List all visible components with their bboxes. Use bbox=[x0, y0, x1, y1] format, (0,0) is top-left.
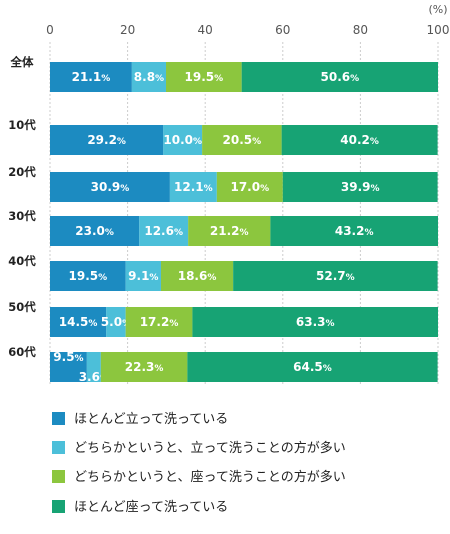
bar-segment bbox=[188, 216, 271, 246]
category-label: 50代 bbox=[8, 300, 36, 314]
data-label: 22.3% bbox=[125, 360, 164, 374]
legend-swatch bbox=[52, 470, 65, 483]
bar-segment bbox=[50, 125, 164, 155]
data-label: 30.9% bbox=[91, 180, 130, 194]
category-label: 20代 bbox=[8, 165, 36, 179]
unit-label: (%) bbox=[428, 3, 447, 16]
data-label: 40.2% bbox=[340, 133, 379, 147]
bar-segment bbox=[160, 261, 234, 291]
bar-segment bbox=[50, 216, 140, 246]
x-tick-label: 40 bbox=[198, 23, 213, 37]
data-label: 64.5% bbox=[293, 360, 332, 374]
data-label: 21.1% bbox=[72, 70, 111, 84]
legend-entry: ほとんど立って洗っている bbox=[74, 412, 228, 427]
x-axis-ticks: 0 20 40 60 80 100 bbox=[46, 23, 449, 37]
data-label: 21.2% bbox=[210, 224, 249, 238]
bar-segment bbox=[125, 261, 161, 291]
bar-segment bbox=[131, 62, 167, 92]
legend: ほとんど立って洗っているどちらかというと、立って洗うことの方が多いどちらかという… bbox=[52, 412, 346, 515]
bar-segment bbox=[166, 62, 242, 92]
data-label: 19.5% bbox=[185, 70, 224, 84]
bar-segment bbox=[281, 125, 438, 155]
legend-entry: どちらかというと、座って洗うことの方が多い bbox=[74, 469, 346, 485]
bar-segment bbox=[125, 307, 193, 337]
x-tick-label: 100 bbox=[427, 23, 450, 37]
data-label: 50.6% bbox=[321, 70, 360, 84]
legend-entry: どちらかというと、立って洗うことの方が多い bbox=[74, 440, 346, 456]
category-label: 10代 bbox=[8, 118, 36, 132]
data-label: 10.0% bbox=[163, 133, 202, 147]
data-label: 52.7% bbox=[316, 269, 355, 283]
category-label: 40代 bbox=[8, 254, 36, 268]
bar-segment bbox=[241, 62, 438, 92]
data-label: 19.5% bbox=[69, 269, 108, 283]
legend-swatch bbox=[52, 500, 65, 513]
data-label: 12.1% bbox=[174, 180, 213, 194]
legend-entry: ほとんど座って洗っている bbox=[74, 500, 228, 515]
data-label: 14.5% bbox=[59, 315, 98, 329]
data-label: 43.2% bbox=[335, 224, 374, 238]
data-label: 29.2% bbox=[87, 133, 126, 147]
x-tick-label: 60 bbox=[275, 23, 290, 37]
bar-segment bbox=[282, 172, 438, 202]
x-tick-label: 80 bbox=[353, 23, 368, 37]
bar-segment bbox=[233, 261, 438, 291]
bar-segment bbox=[106, 307, 126, 337]
x-tick-label: 20 bbox=[120, 23, 135, 37]
bar-segment bbox=[216, 172, 283, 202]
data-label: 39.9% bbox=[341, 180, 380, 194]
bar-segment bbox=[202, 125, 282, 155]
data-label: 63.3% bbox=[296, 315, 335, 329]
bar-segment bbox=[139, 216, 189, 246]
bar-segment bbox=[86, 352, 101, 382]
x-tick-label: 0 bbox=[46, 23, 54, 37]
bar-segment bbox=[50, 307, 107, 337]
bar-segment bbox=[50, 261, 126, 291]
bar-segment bbox=[192, 307, 438, 337]
category-labels: 全体 10代 20代 30代 40代 50代 60代 bbox=[8, 55, 36, 359]
data-label: 8.8% bbox=[134, 70, 164, 84]
bars-group: 21.1% 8.8% 19.5% 50.6% 29.2% 10.0% 20.5% 40.2% 3… bbox=[50, 62, 438, 384]
bar-segment bbox=[163, 125, 203, 155]
data-label: 18.6% bbox=[178, 269, 217, 283]
bar-segment bbox=[50, 62, 132, 92]
data-label: 20.5% bbox=[223, 133, 262, 147]
bar-segment bbox=[50, 352, 87, 382]
data-label: 9.1% bbox=[128, 269, 158, 283]
legend-swatch bbox=[52, 412, 65, 425]
bar-segment bbox=[100, 352, 188, 382]
data-label: 12.6% bbox=[144, 224, 183, 238]
bar-segment bbox=[169, 172, 217, 202]
category-label: 60代 bbox=[8, 345, 36, 359]
data-label: 9.5% bbox=[53, 350, 83, 364]
bar-segment bbox=[187, 352, 438, 382]
data-label: 17.0% bbox=[230, 180, 269, 194]
category-label: 30代 bbox=[8, 209, 36, 223]
category-label: 全体 bbox=[10, 55, 34, 69]
data-label: 23.0% bbox=[75, 224, 114, 238]
data-label: 17.2% bbox=[140, 315, 179, 329]
bar-segment bbox=[270, 216, 438, 246]
bar-segment bbox=[50, 172, 170, 202]
legend-swatch bbox=[52, 441, 65, 454]
